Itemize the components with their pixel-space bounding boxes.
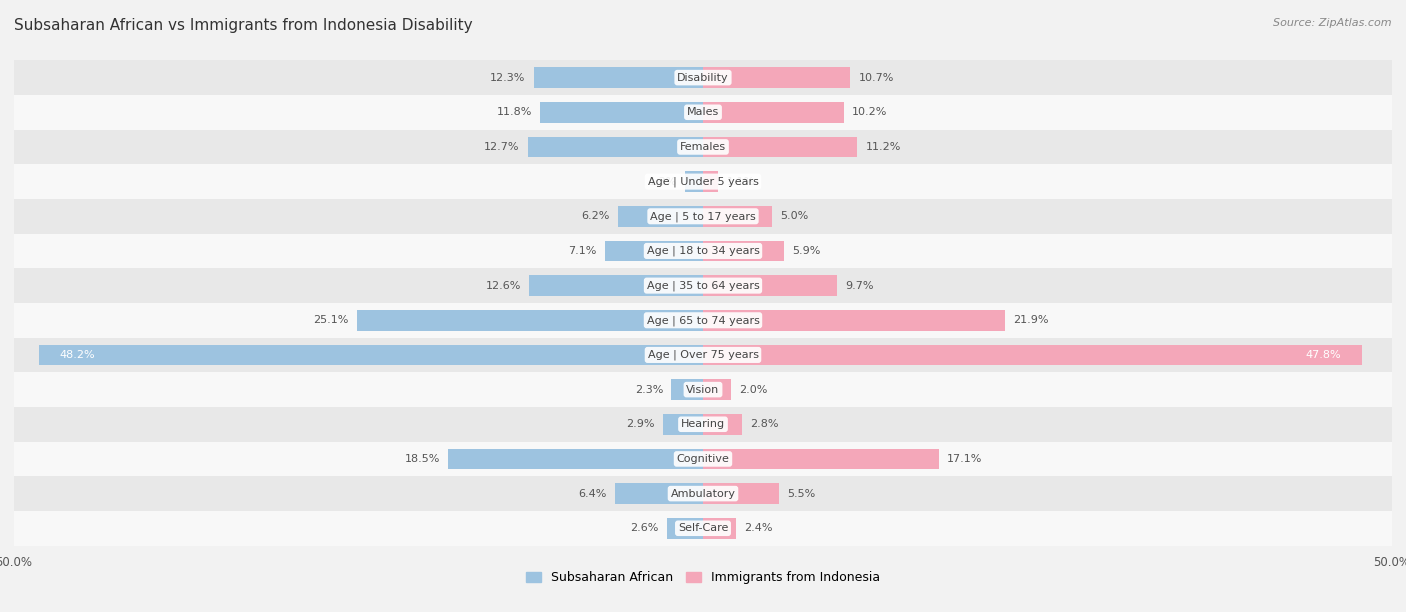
Text: Source: ZipAtlas.com: Source: ZipAtlas.com: [1274, 18, 1392, 28]
Bar: [703, 449, 939, 469]
Text: 47.8%: 47.8%: [1305, 350, 1341, 360]
Text: 18.5%: 18.5%: [405, 454, 440, 464]
Bar: [14, 164, 1392, 199]
Text: Self-Care: Self-Care: [678, 523, 728, 533]
Bar: [14, 60, 1392, 95]
Bar: [14, 372, 1392, 407]
Text: Age | 18 to 34 years: Age | 18 to 34 years: [647, 245, 759, 256]
Bar: [614, 483, 703, 504]
Text: 2.3%: 2.3%: [634, 384, 664, 395]
Bar: [703, 379, 731, 400]
Bar: [703, 275, 837, 296]
Bar: [14, 407, 1392, 442]
Text: Ambulatory: Ambulatory: [671, 488, 735, 499]
Bar: [449, 449, 703, 469]
Text: 12.7%: 12.7%: [484, 142, 520, 152]
Bar: [703, 414, 741, 435]
Text: 10.7%: 10.7%: [859, 73, 894, 83]
Text: 6.2%: 6.2%: [581, 211, 609, 222]
Bar: [529, 136, 703, 157]
Text: 10.2%: 10.2%: [852, 107, 887, 118]
Bar: [605, 241, 703, 261]
Bar: [685, 171, 703, 192]
Text: Age | 35 to 64 years: Age | 35 to 64 years: [647, 280, 759, 291]
Text: 11.8%: 11.8%: [496, 107, 531, 118]
Bar: [671, 379, 703, 400]
Bar: [703, 518, 737, 539]
Text: Subsaharan African vs Immigrants from Indonesia Disability: Subsaharan African vs Immigrants from In…: [14, 18, 472, 34]
Legend: Subsaharan African, Immigrants from Indonesia: Subsaharan African, Immigrants from Indo…: [526, 571, 880, 584]
Text: 5.5%: 5.5%: [787, 488, 815, 499]
Bar: [14, 511, 1392, 546]
Text: Age | Over 75 years: Age | Over 75 years: [648, 349, 758, 360]
Bar: [703, 206, 772, 226]
Bar: [703, 345, 1361, 365]
Bar: [703, 171, 718, 192]
Text: Females: Females: [681, 142, 725, 152]
Bar: [668, 518, 703, 539]
Text: Age | 65 to 74 years: Age | 65 to 74 years: [647, 315, 759, 326]
Bar: [39, 345, 703, 365]
Bar: [14, 442, 1392, 476]
Bar: [703, 310, 1005, 330]
Text: Age | 5 to 17 years: Age | 5 to 17 years: [650, 211, 756, 222]
Text: 5.0%: 5.0%: [780, 211, 808, 222]
Bar: [357, 310, 703, 330]
Text: Cognitive: Cognitive: [676, 454, 730, 464]
Text: 6.4%: 6.4%: [578, 488, 606, 499]
Text: 2.0%: 2.0%: [738, 384, 768, 395]
Text: Males: Males: [688, 107, 718, 118]
Text: 7.1%: 7.1%: [568, 246, 598, 256]
Bar: [703, 136, 858, 157]
Text: Vision: Vision: [686, 384, 720, 395]
Bar: [14, 268, 1392, 303]
Text: 5.9%: 5.9%: [793, 246, 821, 256]
Text: 2.8%: 2.8%: [749, 419, 779, 429]
Bar: [14, 234, 1392, 268]
Bar: [664, 414, 703, 435]
Text: 25.1%: 25.1%: [314, 315, 349, 325]
Text: Hearing: Hearing: [681, 419, 725, 429]
Bar: [703, 483, 779, 504]
Text: 9.7%: 9.7%: [845, 281, 873, 291]
Text: 48.2%: 48.2%: [59, 350, 96, 360]
Bar: [540, 102, 703, 122]
Bar: [533, 67, 703, 88]
Text: 1.1%: 1.1%: [727, 177, 755, 187]
Bar: [14, 303, 1392, 338]
Text: 21.9%: 21.9%: [1012, 315, 1049, 325]
Text: 17.1%: 17.1%: [946, 454, 983, 464]
Text: Age | Under 5 years: Age | Under 5 years: [648, 176, 758, 187]
Text: 2.6%: 2.6%: [630, 523, 659, 533]
Bar: [703, 241, 785, 261]
Text: 1.3%: 1.3%: [648, 177, 676, 187]
Bar: [14, 130, 1392, 164]
Bar: [703, 67, 851, 88]
Bar: [14, 476, 1392, 511]
Text: 12.3%: 12.3%: [489, 73, 526, 83]
Text: 12.6%: 12.6%: [485, 281, 522, 291]
Text: 2.9%: 2.9%: [626, 419, 655, 429]
Text: 2.4%: 2.4%: [744, 523, 773, 533]
Bar: [14, 199, 1392, 234]
Text: Disability: Disability: [678, 73, 728, 83]
Bar: [703, 102, 844, 122]
Bar: [617, 206, 703, 226]
Bar: [14, 338, 1392, 372]
Bar: [14, 95, 1392, 130]
Bar: [530, 275, 703, 296]
Text: 11.2%: 11.2%: [866, 142, 901, 152]
